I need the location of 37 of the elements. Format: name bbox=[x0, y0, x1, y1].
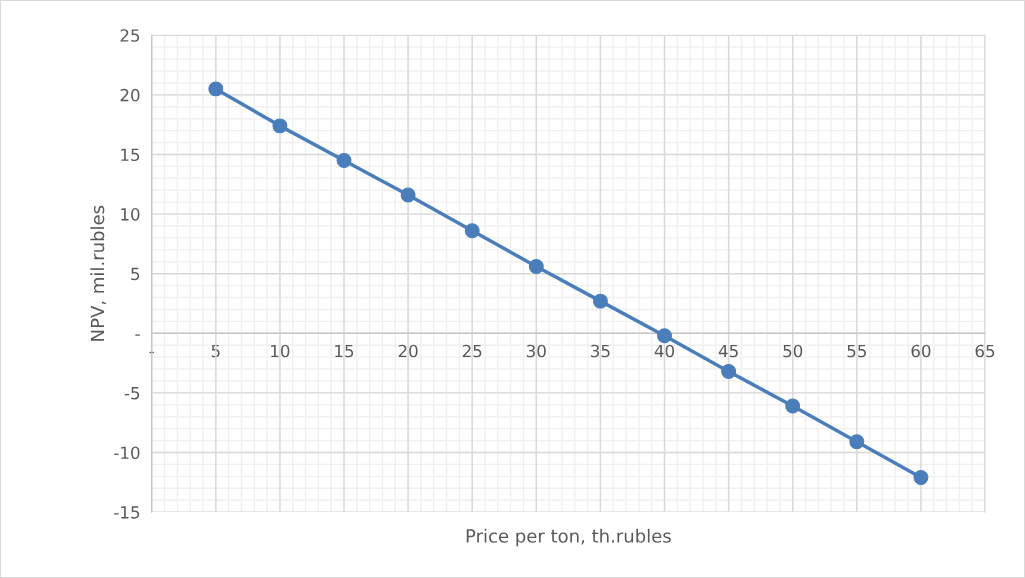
y-tick-label: - bbox=[135, 334, 140, 336]
point bbox=[785, 398, 801, 414]
point bbox=[528, 259, 544, 274]
x-tick-label: 20 bbox=[398, 344, 418, 358]
x-tick-label: 45 bbox=[718, 344, 738, 358]
y-tick-label: -10 bbox=[114, 446, 140, 460]
x-tick-label: 30 bbox=[526, 344, 546, 358]
y-axis-title: NPV, mil.rubles bbox=[90, 205, 107, 341]
y-tick-label: 20 bbox=[120, 88, 140, 102]
point bbox=[913, 470, 929, 485]
point bbox=[208, 81, 224, 97]
point bbox=[336, 152, 352, 168]
x-tick-label: 25 bbox=[462, 344, 482, 358]
y-tick-label: 25 bbox=[120, 29, 140, 42]
x-tick-label: 40 bbox=[654, 344, 675, 358]
point bbox=[400, 187, 416, 203]
x-tick-label: 35 bbox=[591, 344, 610, 358]
x-tick-label: - bbox=[149, 351, 154, 354]
y-tick-label: -5 bbox=[124, 387, 140, 400]
x-tick-label: 55 bbox=[847, 344, 866, 358]
x-tick-label: 50 bbox=[783, 344, 803, 358]
x-axis-title: Price per ton, th.rubles bbox=[466, 528, 671, 547]
y-tick-label: 5 bbox=[131, 267, 140, 281]
x-tick-label: 60 bbox=[911, 344, 931, 358]
x-tick-label: 15 bbox=[335, 344, 354, 358]
y-tick-label: 15 bbox=[121, 148, 140, 162]
x-tick-label: 10 bbox=[271, 344, 290, 358]
x-tick-label: 5 bbox=[211, 344, 220, 358]
point bbox=[464, 223, 480, 239]
y-tick-label: -15 bbox=[114, 506, 140, 519]
y-tick-label: 10 bbox=[121, 208, 140, 221]
point bbox=[592, 293, 608, 309]
point bbox=[657, 328, 672, 344]
point bbox=[721, 363, 737, 379]
point bbox=[849, 434, 865, 450]
x-tick-label: 65 bbox=[975, 344, 995, 358]
point bbox=[272, 118, 288, 134]
